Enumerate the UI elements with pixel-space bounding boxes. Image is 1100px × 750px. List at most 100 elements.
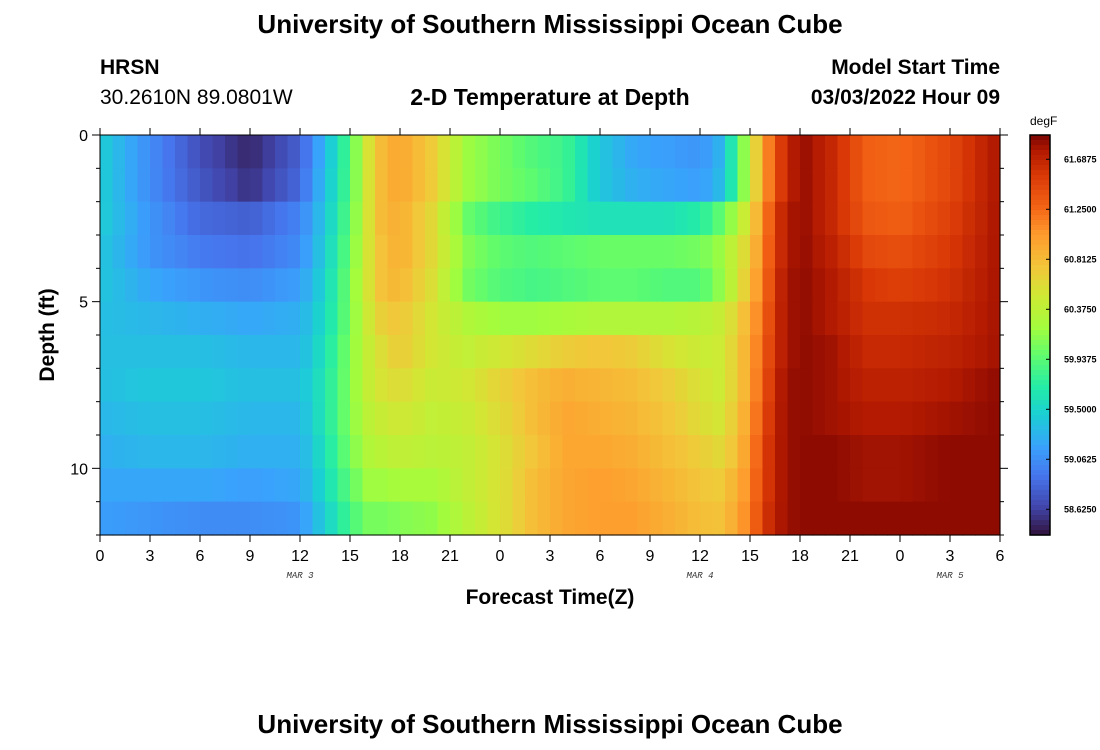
colorbar-tick-label: 60.8125: [1064, 254, 1097, 264]
heatmap-cell: [525, 501, 539, 536]
colorbar-segment: [1030, 370, 1050, 376]
heatmap-cell: [912, 468, 926, 503]
heatmap-cell: [325, 468, 339, 503]
heatmap-cell: [975, 435, 989, 469]
heatmap-cell: [662, 135, 676, 169]
heatmap-cell: [600, 401, 614, 436]
colorbar-segment: [1030, 440, 1050, 446]
heatmap-cell: [325, 301, 339, 336]
heatmap-cell: [375, 368, 389, 403]
x-tick-label: 18: [791, 548, 809, 565]
heatmap-cell: [525, 435, 539, 469]
heatmap-cell: [825, 435, 839, 469]
heatmap-cell: [750, 235, 764, 269]
heatmap-cell: [812, 235, 826, 269]
heatmap-cell: [962, 201, 976, 236]
colorbar-segment: [1030, 380, 1050, 386]
heatmap-cell: [387, 368, 401, 403]
heatmap-cell: [975, 135, 989, 169]
heatmap-cell: [925, 268, 939, 303]
heatmap-cell: [512, 301, 526, 336]
heatmap-cell: [425, 235, 439, 269]
heatmap-cell: [125, 368, 139, 403]
heatmap-cell: [650, 168, 664, 203]
heatmap-cell: [300, 435, 314, 469]
heatmap-cell: [325, 168, 339, 203]
colorbar-segment: [1030, 325, 1050, 331]
heatmap-cell: [612, 501, 626, 536]
heatmap-cell: [500, 301, 514, 336]
heatmap-cell: [125, 268, 139, 303]
heatmap-cell: [450, 201, 464, 236]
heatmap-cell: [737, 401, 751, 436]
heatmap-cell: [487, 135, 501, 169]
heatmap-cell: [675, 335, 689, 369]
heatmap-cell: [350, 201, 364, 236]
heatmap-cell: [762, 501, 776, 536]
heatmap-cell: [937, 301, 951, 336]
heatmap-cell: [437, 335, 451, 369]
heatmap-cell: [937, 401, 951, 436]
heatmap-cell: [262, 335, 276, 369]
heatmap-cell: [800, 135, 814, 169]
heatmap-cell: [987, 335, 1001, 369]
colorbar-tick-label: 61.6875: [1064, 154, 1097, 164]
heatmap-cell: [637, 235, 651, 269]
heatmap-cell: [787, 268, 801, 303]
heatmap-cell: [537, 235, 551, 269]
heatmap-cell: [250, 335, 264, 369]
heatmap-cell: [775, 235, 789, 269]
heatmap-cell: [737, 301, 751, 336]
heatmap-cell: [737, 168, 751, 203]
heatmap-cell: [200, 368, 214, 403]
heatmap-cell: [312, 301, 326, 336]
heatmap-cell: [425, 135, 439, 169]
heatmap-cell: [512, 201, 526, 236]
heatmap-cell: [437, 401, 451, 436]
x-tick-label: 12: [291, 548, 309, 565]
colorbar-segment: [1030, 400, 1050, 406]
heatmap-cell: [187, 468, 201, 503]
heatmap-cell: [162, 201, 176, 236]
heatmap-cell: [675, 201, 689, 236]
heatmap-cell: [437, 368, 451, 403]
heatmap-cell: [775, 135, 789, 169]
heatmap-cell: [400, 268, 414, 303]
heatmap-cell: [237, 235, 251, 269]
heatmap-cell: [700, 268, 714, 303]
heatmap-cell: [412, 168, 426, 203]
heatmap-cell: [225, 435, 239, 469]
heatmap-cell: [962, 268, 976, 303]
heatmap-cell: [412, 235, 426, 269]
heatmap-cell: [562, 168, 576, 203]
heatmap-cell: [575, 468, 589, 503]
heatmap-cell: [375, 335, 389, 369]
x-tick-label: 0: [496, 548, 505, 565]
heatmap-cell: [312, 468, 326, 503]
colorbar-segment: [1030, 350, 1050, 356]
heatmap-cell: [262, 435, 276, 469]
heatmap-cell: [575, 401, 589, 436]
heatmap-cell: [762, 335, 776, 369]
heatmap-cell: [462, 435, 476, 469]
heatmap-cell: [437, 268, 451, 303]
heatmap-cell: [212, 235, 226, 269]
heatmap-cell: [550, 301, 564, 336]
colorbar-segment: [1030, 290, 1050, 296]
heatmap-cell: [812, 401, 826, 436]
heatmap-cell: [687, 268, 701, 303]
heatmap-cell: [150, 235, 164, 269]
heatmap-cell: [512, 401, 526, 436]
heatmap-cell: [587, 301, 601, 336]
heatmap-cell: [925, 168, 939, 203]
heatmap-cell: [875, 468, 889, 503]
heatmap-cell: [150, 268, 164, 303]
heatmap-cell: [475, 501, 489, 536]
heatmap-cell: [537, 368, 551, 403]
heatmap-cell: [762, 435, 776, 469]
heatmap-cell: [625, 368, 639, 403]
day-label: MAR 3: [286, 571, 314, 581]
heatmap-cell: [187, 168, 201, 203]
heatmap-cell: [100, 501, 114, 536]
x-tick-label: 12: [691, 548, 709, 565]
